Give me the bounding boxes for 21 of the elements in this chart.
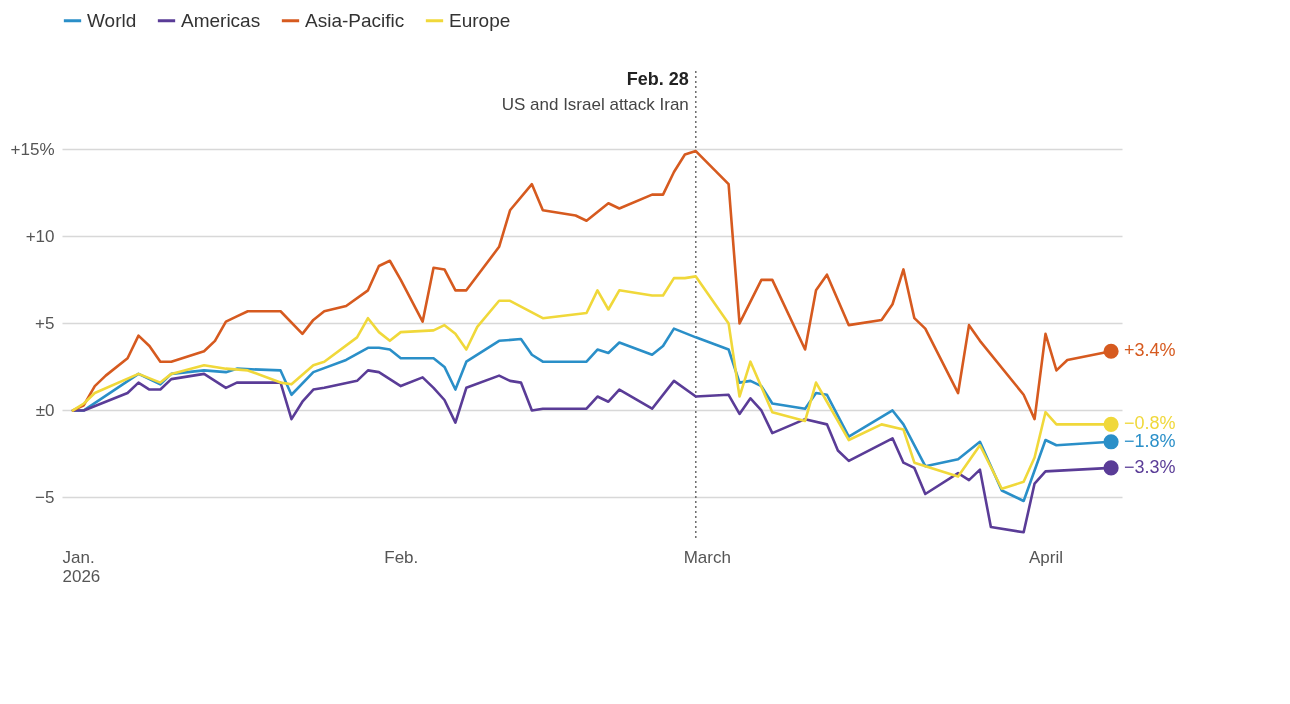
y-tick-label: +10 xyxy=(25,226,55,246)
point xyxy=(1103,343,1119,359)
y-tick-label: ±0 xyxy=(35,400,55,420)
legend-label: World xyxy=(87,9,137,31)
y-tick-label: +5 xyxy=(35,313,55,333)
data-label: +3.4% xyxy=(1124,340,1176,361)
legend-label: Asia-Pacific xyxy=(305,9,405,31)
point xyxy=(1103,416,1119,432)
point xyxy=(1103,460,1119,476)
y-tick-label: −5 xyxy=(35,487,55,507)
legend-label: Americas xyxy=(181,9,261,31)
y-tick-label: +15% xyxy=(10,139,55,159)
legend-label: Europe xyxy=(449,9,511,31)
ref-line-label: Feb. 28 xyxy=(626,69,689,89)
x-tick-label: April xyxy=(1029,547,1064,567)
data-label: −3.3% xyxy=(1124,456,1176,477)
x-tick-label: Feb. xyxy=(384,547,419,567)
annotation: US and Israel attack Iran xyxy=(501,95,689,114)
x-tick-label: March xyxy=(683,547,731,567)
point xyxy=(1103,434,1119,450)
x-tick-label: Jan. 2026 xyxy=(62,547,101,586)
